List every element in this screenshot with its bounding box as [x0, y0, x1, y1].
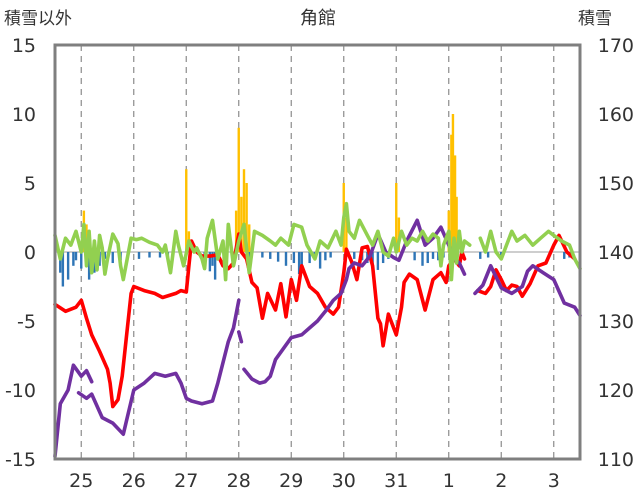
bar-mark: [450, 134, 453, 252]
right-y-tick-label: 150: [598, 173, 634, 195]
bar-mark: [421, 252, 424, 266]
series-line: [473, 263, 582, 318]
left-y-ticks: 15 10 5 0 -5 -10 -15: [5, 35, 36, 471]
bar-mark: [276, 252, 280, 262]
right-y-tick-label: 170: [598, 35, 634, 57]
bar-mark: [563, 252, 566, 259]
left-y-tick-label: -10: [5, 380, 36, 402]
x-ticks: 25 26 27 28 29 30 31 1 2 3: [69, 470, 560, 492]
bar-mark: [426, 252, 429, 264]
bar-mark: [395, 183, 398, 252]
bar-mark: [324, 252, 327, 261]
plot-frame: [53, 43, 582, 461]
bar-mark: [376, 252, 380, 270]
left-axis-label: 積雪以外: [4, 9, 72, 29]
left-y-tick-label: -15: [5, 449, 36, 471]
series-line: [475, 233, 577, 299]
bar-mark: [284, 252, 288, 266]
bar-mark: [451, 114, 455, 252]
bar-mark: [72, 252, 75, 266]
left-y-tick-label: 5: [24, 173, 36, 195]
bar-mark: [234, 210, 238, 252]
series-line: [478, 229, 582, 271]
bar-mark: [213, 252, 217, 280]
series-line: [53, 363, 94, 459]
series-line: [53, 201, 472, 282]
bar-mark: [59, 252, 62, 273]
left-y-tick-label: -5: [17, 311, 36, 333]
bar-mark: [318, 252, 322, 269]
bar-mark: [455, 196, 458, 252]
x-tick-label: 1: [443, 470, 455, 492]
bar-mark: [74, 252, 78, 261]
left-y-tick-label: 0: [24, 242, 36, 264]
bar-mark: [148, 252, 151, 258]
bar-mark: [261, 252, 264, 258]
bar-mark: [269, 252, 272, 259]
bar-mark: [413, 252, 416, 261]
x-tick-label: 30: [332, 470, 356, 492]
bar-mark: [103, 252, 107, 259]
right-y-tick-label: 110: [598, 449, 634, 471]
left-y-tick-label: 10: [12, 104, 36, 126]
bar-mark: [297, 252, 301, 275]
chart-title: 角館: [300, 8, 336, 29]
bar-mark: [137, 252, 141, 259]
bar-mark: [329, 252, 332, 258]
series-line: [242, 218, 467, 385]
x-tick-label: 26: [122, 470, 146, 492]
bar-mark: [431, 252, 435, 259]
bar-mark: [61, 252, 65, 287]
bar-mark: [66, 252, 70, 280]
bar-mark: [185, 169, 188, 252]
bar-mark: [242, 169, 246, 252]
right-y-ticks: 170 160 150 140 130 120 110: [598, 35, 634, 471]
right-y-tick-label: 140: [598, 242, 634, 264]
bar-mark: [80, 252, 83, 269]
series-line: [76, 298, 241, 437]
bar-mark: [237, 127, 240, 252]
right-y-tick-label: 120: [598, 380, 634, 402]
bar-mark: [486, 252, 490, 258]
series-line: [237, 330, 244, 344]
x-tick-label: 29: [279, 470, 303, 492]
x-tick-label: 2: [495, 470, 507, 492]
bar-mark: [308, 252, 311, 264]
right-y-tick-label: 160: [598, 104, 634, 126]
bar-mark: [345, 217, 348, 252]
bar-mark: [371, 252, 374, 266]
bar-mark: [248, 224, 251, 252]
bar-mark: [87, 252, 91, 280]
bar-mark: [111, 252, 114, 264]
x-tick-label: 25: [69, 470, 93, 492]
bar-mark: [381, 252, 385, 264]
x-tick-label: 28: [227, 470, 251, 492]
x-tick-label: 27: [174, 470, 198, 492]
x-tick-label: 3: [548, 470, 560, 492]
line-series: [53, 201, 582, 459]
bar-mark: [353, 252, 356, 259]
left-y-tick-label: 15: [12, 35, 36, 57]
bar-mark: [211, 252, 214, 266]
bar-mark: [453, 155, 457, 252]
series-line: [53, 232, 467, 409]
right-axis-label: 積雪: [578, 9, 612, 29]
bar-mark: [208, 252, 212, 272]
right-y-tick-label: 130: [598, 311, 634, 333]
bar-mark: [245, 183, 248, 252]
bar-mark: [158, 252, 162, 258]
bar-mark: [292, 252, 296, 264]
bar-mark: [479, 252, 482, 259]
bar-mark: [240, 196, 243, 252]
bar-mark: [300, 252, 303, 269]
x-tick-label: 31: [384, 470, 408, 492]
